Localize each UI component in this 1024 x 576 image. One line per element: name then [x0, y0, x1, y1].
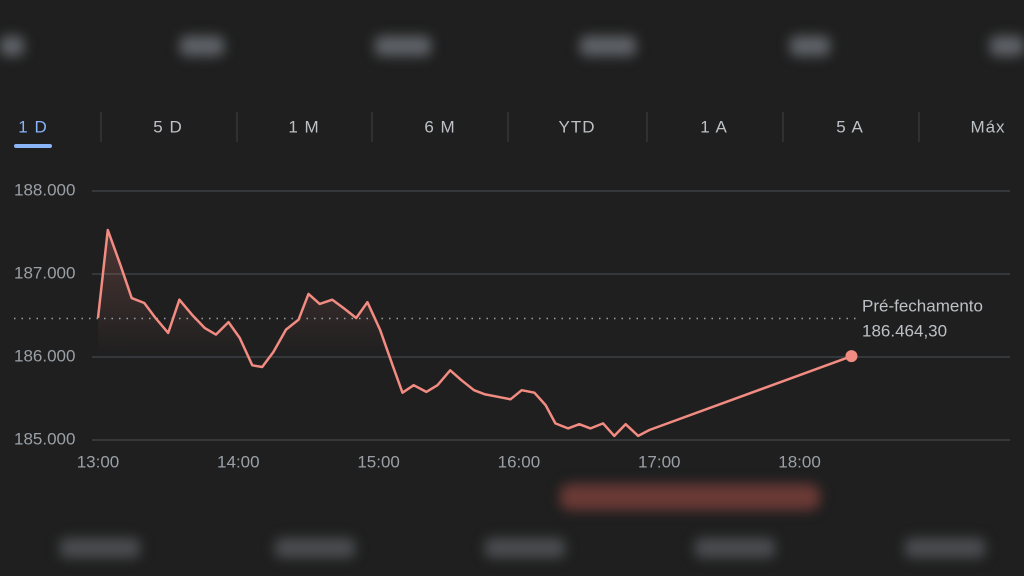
- x-tick-label: 18:00: [778, 452, 821, 471]
- x-tick-label: 13:00: [77, 452, 120, 471]
- range-tab[interactable]: Máx: [970, 117, 1005, 136]
- y-tick-label: 186.000: [14, 346, 75, 365]
- price-line: [96, 228, 852, 438]
- y-tick-label: 188.000: [14, 180, 75, 199]
- reference-value: 186.464,30: [862, 321, 947, 340]
- range-tab[interactable]: 5 D: [153, 117, 182, 136]
- blurred-top-row: [0, 36, 1024, 56]
- range-tabs: 1 D 5 D 1 M 6 M YTD 1 A 5 A Máx: [14, 112, 1005, 148]
- range-tab[interactable]: 5 A: [836, 117, 864, 136]
- last-point: [845, 350, 858, 363]
- range-tab[interactable]: YTD: [559, 117, 596, 136]
- reference-label: Pré-fechamento: [862, 296, 983, 315]
- plot: 185.000 186.000 187.000 188.000 13:00 14:00 15…: [14, 180, 1010, 471]
- range-tab[interactable]: 1 M: [288, 117, 319, 136]
- y-tick-label: 187.000: [14, 263, 75, 282]
- y-tick-label: 185.000: [14, 429, 75, 448]
- tab-indicator: [14, 144, 52, 148]
- x-tick-label: 17:00: [638, 452, 681, 471]
- blurred-bottom-row: [60, 484, 985, 558]
- x-tick-label: 15:00: [357, 452, 400, 471]
- range-tab[interactable]: 1 A: [700, 117, 728, 136]
- range-tab[interactable]: 6 M: [424, 117, 455, 136]
- x-tick-label: 14:00: [217, 452, 260, 471]
- x-tick-label: 16:00: [498, 452, 541, 471]
- range-tab[interactable]: 1 D: [18, 117, 47, 136]
- area-fill: [98, 230, 852, 440]
